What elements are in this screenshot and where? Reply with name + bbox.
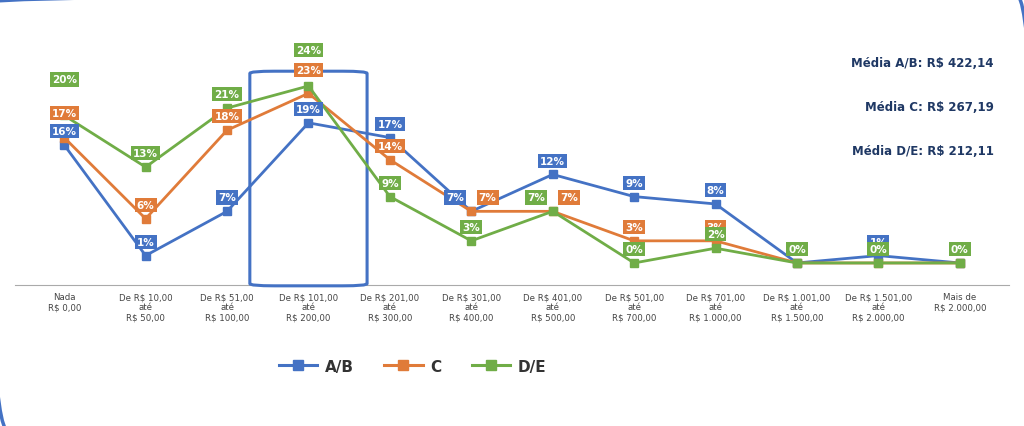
Text: 1%: 1% <box>137 237 155 247</box>
A/B <box>58 143 71 148</box>
Text: 24%: 24% <box>296 46 321 56</box>
Text: 0%: 0% <box>788 245 806 254</box>
A/B <box>710 202 722 207</box>
Text: Média A/B: R$ 422,14: Média A/B: R$ 422,14 <box>851 57 993 70</box>
Text: 0%: 0% <box>788 245 806 254</box>
C <box>547 209 559 214</box>
Text: 3%: 3% <box>626 222 643 233</box>
Text: 7%: 7% <box>218 193 236 203</box>
A/B <box>791 261 803 266</box>
C <box>221 128 233 133</box>
A/B <box>953 261 966 266</box>
C <box>465 209 477 214</box>
Text: 16%: 16% <box>51 127 77 137</box>
A/B <box>302 121 314 126</box>
Text: 3%: 3% <box>707 222 724 233</box>
C <box>384 158 396 163</box>
A/B <box>139 253 152 259</box>
Text: 1%: 1% <box>869 237 887 247</box>
Text: 0%: 0% <box>869 245 887 254</box>
Text: 0%: 0% <box>626 245 643 254</box>
C <box>302 92 314 97</box>
C <box>628 239 640 244</box>
Text: 23%: 23% <box>296 66 321 76</box>
Line: C: C <box>60 90 964 268</box>
Text: 3%: 3% <box>463 222 480 233</box>
C <box>953 261 966 266</box>
A/B <box>384 136 396 141</box>
D/E <box>953 261 966 266</box>
Text: 14%: 14% <box>377 141 402 152</box>
Line: D/E: D/E <box>60 83 964 268</box>
D/E <box>547 209 559 214</box>
D/E <box>302 84 314 89</box>
Text: 2%: 2% <box>707 230 724 240</box>
Line: A/B: A/B <box>60 119 964 268</box>
Text: 7%: 7% <box>560 193 578 203</box>
Text: 0%: 0% <box>951 245 969 254</box>
Text: 9%: 9% <box>381 178 398 188</box>
Text: 18%: 18% <box>215 112 240 122</box>
Legend: A/B, C, D/E: A/B, C, D/E <box>272 353 553 380</box>
D/E <box>58 114 71 119</box>
D/E <box>872 261 885 266</box>
D/E <box>710 246 722 251</box>
D/E <box>465 239 477 244</box>
C <box>58 136 71 141</box>
Text: 20%: 20% <box>51 75 77 85</box>
Text: 13%: 13% <box>133 149 158 159</box>
Text: 17%: 17% <box>51 109 77 119</box>
Text: 0%: 0% <box>951 245 969 254</box>
A/B <box>547 173 559 178</box>
Text: 0%: 0% <box>951 245 969 254</box>
Text: 7%: 7% <box>446 193 464 203</box>
Text: 0%: 0% <box>788 245 806 254</box>
D/E <box>139 165 152 170</box>
Text: Média D/E: R$ 212,11: Média D/E: R$ 212,11 <box>852 144 993 158</box>
C <box>139 217 152 222</box>
C <box>710 239 722 244</box>
A/B <box>628 195 640 200</box>
Text: 9%: 9% <box>626 178 643 188</box>
Text: 19%: 19% <box>296 105 321 115</box>
C <box>791 261 803 266</box>
Text: Média C: R$ 267,19: Média C: R$ 267,19 <box>865 101 993 114</box>
Text: 6%: 6% <box>137 200 155 210</box>
A/B <box>221 209 233 214</box>
D/E <box>384 195 396 200</box>
Text: 17%: 17% <box>377 119 402 130</box>
D/E <box>628 261 640 266</box>
D/E <box>791 261 803 266</box>
Text: 0%: 0% <box>869 245 887 254</box>
D/E <box>221 106 233 111</box>
C <box>872 261 885 266</box>
Text: 7%: 7% <box>527 193 546 203</box>
Text: 12%: 12% <box>541 156 565 166</box>
A/B <box>872 253 885 259</box>
Text: 7%: 7% <box>478 193 497 203</box>
Text: 8%: 8% <box>707 186 724 196</box>
Text: 21%: 21% <box>215 90 240 100</box>
A/B <box>465 209 477 214</box>
